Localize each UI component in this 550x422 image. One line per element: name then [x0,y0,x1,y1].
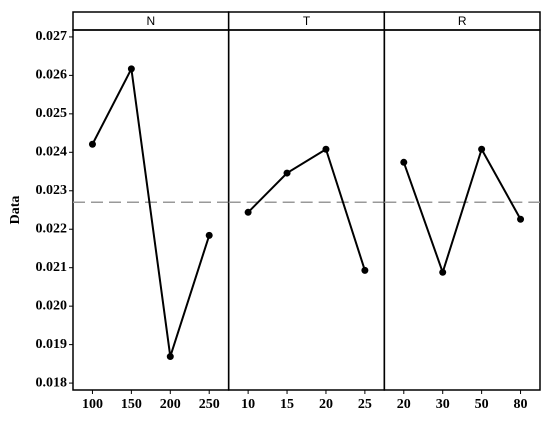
y-tick-label: 0.026 [36,68,68,83]
y-tick-label: 0.027 [36,29,68,44]
x-tick-label: 250 [199,397,220,412]
point [439,268,447,276]
panel [227,29,386,391]
x-tick-label: 20 [397,397,411,412]
y-tick-label: 0.018 [36,375,68,390]
y-tick-label: 0.024 [36,145,68,160]
y-tick-label: 0.019 [36,337,68,352]
y-tick-label: 0.022 [36,221,68,236]
panel-title: R [458,14,467,28]
point [283,169,291,177]
x-tick-label: 100 [82,397,103,412]
x-tick-label: 15 [280,397,294,412]
point [361,266,369,274]
point [127,65,135,73]
line [91,65,211,357]
x-tick-label: 200 [160,397,181,412]
x-tick-label: 20 [319,397,333,412]
y-axis-label: Data [8,196,23,225]
panel-title: T [303,14,311,28]
y-tick-label: 0.021 [36,260,68,275]
x-tick-label: 80 [514,397,528,412]
x-tick-label: 150 [121,397,142,412]
x-tick-label: 25 [358,397,372,412]
point [88,140,96,148]
point [244,208,252,216]
x-tick-label: 10 [241,397,255,412]
x-tick-label: 30 [436,397,450,412]
point [166,353,174,361]
point [400,158,408,166]
y-tick-label: 0.025 [36,106,68,121]
point [205,231,213,239]
point [517,215,525,223]
point [322,145,330,153]
panel-title: N [146,14,155,28]
line [402,146,522,276]
y-tick-label: 0.023 [36,183,68,198]
panel [383,29,541,391]
y-tick-label: 0.020 [36,298,68,313]
point [478,145,486,153]
x-tick-label: 50 [475,397,489,412]
line [247,147,366,271]
